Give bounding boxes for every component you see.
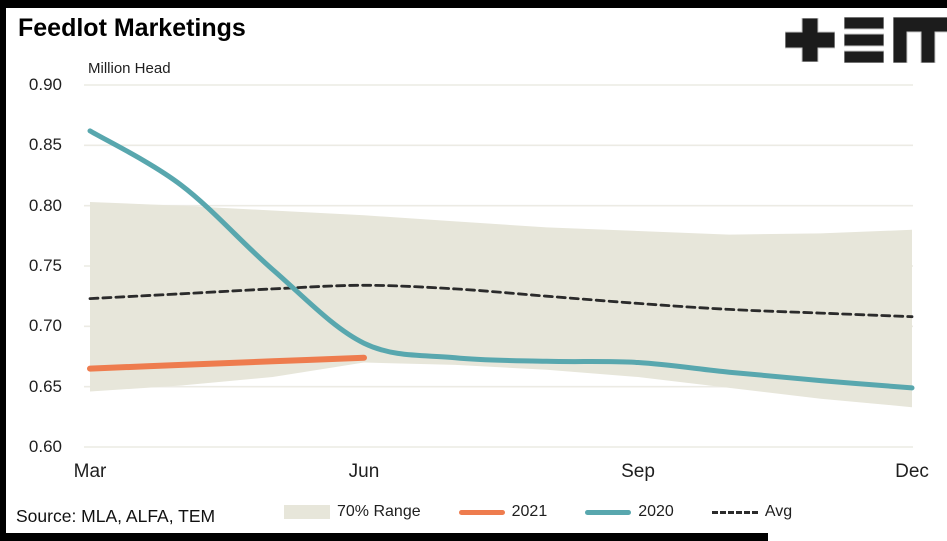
x-tick-label: Jun bbox=[348, 461, 380, 482]
x-tick-label: Sep bbox=[621, 461, 655, 482]
tem-logo bbox=[785, 16, 947, 64]
legend-label: 2021 bbox=[511, 503, 548, 520]
series-line-2020 bbox=[87, 128, 915, 391]
series-line-avg bbox=[88, 283, 914, 319]
y-axis-unit-label: Million Head bbox=[88, 60, 171, 77]
legend: 70% Range 2021 2020 Avg bbox=[284, 503, 792, 521]
logo-plus-icon bbox=[785, 18, 835, 62]
legend-swatch-line bbox=[585, 509, 632, 515]
page-title: Feedlot Marketings bbox=[18, 14, 246, 42]
legend-label: Avg bbox=[764, 503, 793, 520]
left-border-bar bbox=[0, 0, 6, 541]
y-tick-label: 0.65 bbox=[28, 376, 62, 396]
range-band bbox=[90, 202, 912, 408]
legend-swatch-dashed bbox=[711, 510, 758, 514]
legend-item-avg: Avg bbox=[711, 503, 793, 521]
logo-m-icon bbox=[893, 17, 947, 63]
y-tick-label: 0.60 bbox=[28, 437, 62, 456]
logo-bars-icon bbox=[844, 17, 884, 63]
x-tick-label: Dec bbox=[895, 461, 929, 482]
series-line-2021 bbox=[87, 354, 367, 372]
top-border-bar bbox=[0, 0, 947, 8]
legend-item-2021: 2021 bbox=[458, 503, 548, 521]
legend-item-70-range: 70% Range bbox=[284, 503, 421, 521]
y-tick-label: 0.85 bbox=[28, 135, 62, 155]
y-tick-label: 0.70 bbox=[28, 316, 62, 336]
bottom-border-bar bbox=[0, 533, 768, 541]
y-tick-label: 0.90 bbox=[28, 75, 62, 94]
legend-swatch-line bbox=[458, 509, 505, 515]
legend-item-2020: 2020 bbox=[585, 503, 674, 521]
source-note: Source: MLA, ALFA, TEM bbox=[16, 506, 216, 526]
y-tick-label: 0.75 bbox=[28, 256, 62, 275]
legend-label: 70% Range bbox=[337, 503, 421, 520]
legend-swatch-band bbox=[284, 505, 330, 519]
legend-label: 2020 bbox=[638, 503, 674, 520]
x-tick-label: Mar bbox=[73, 461, 107, 482]
y-tick-label: 0.80 bbox=[28, 195, 62, 215]
